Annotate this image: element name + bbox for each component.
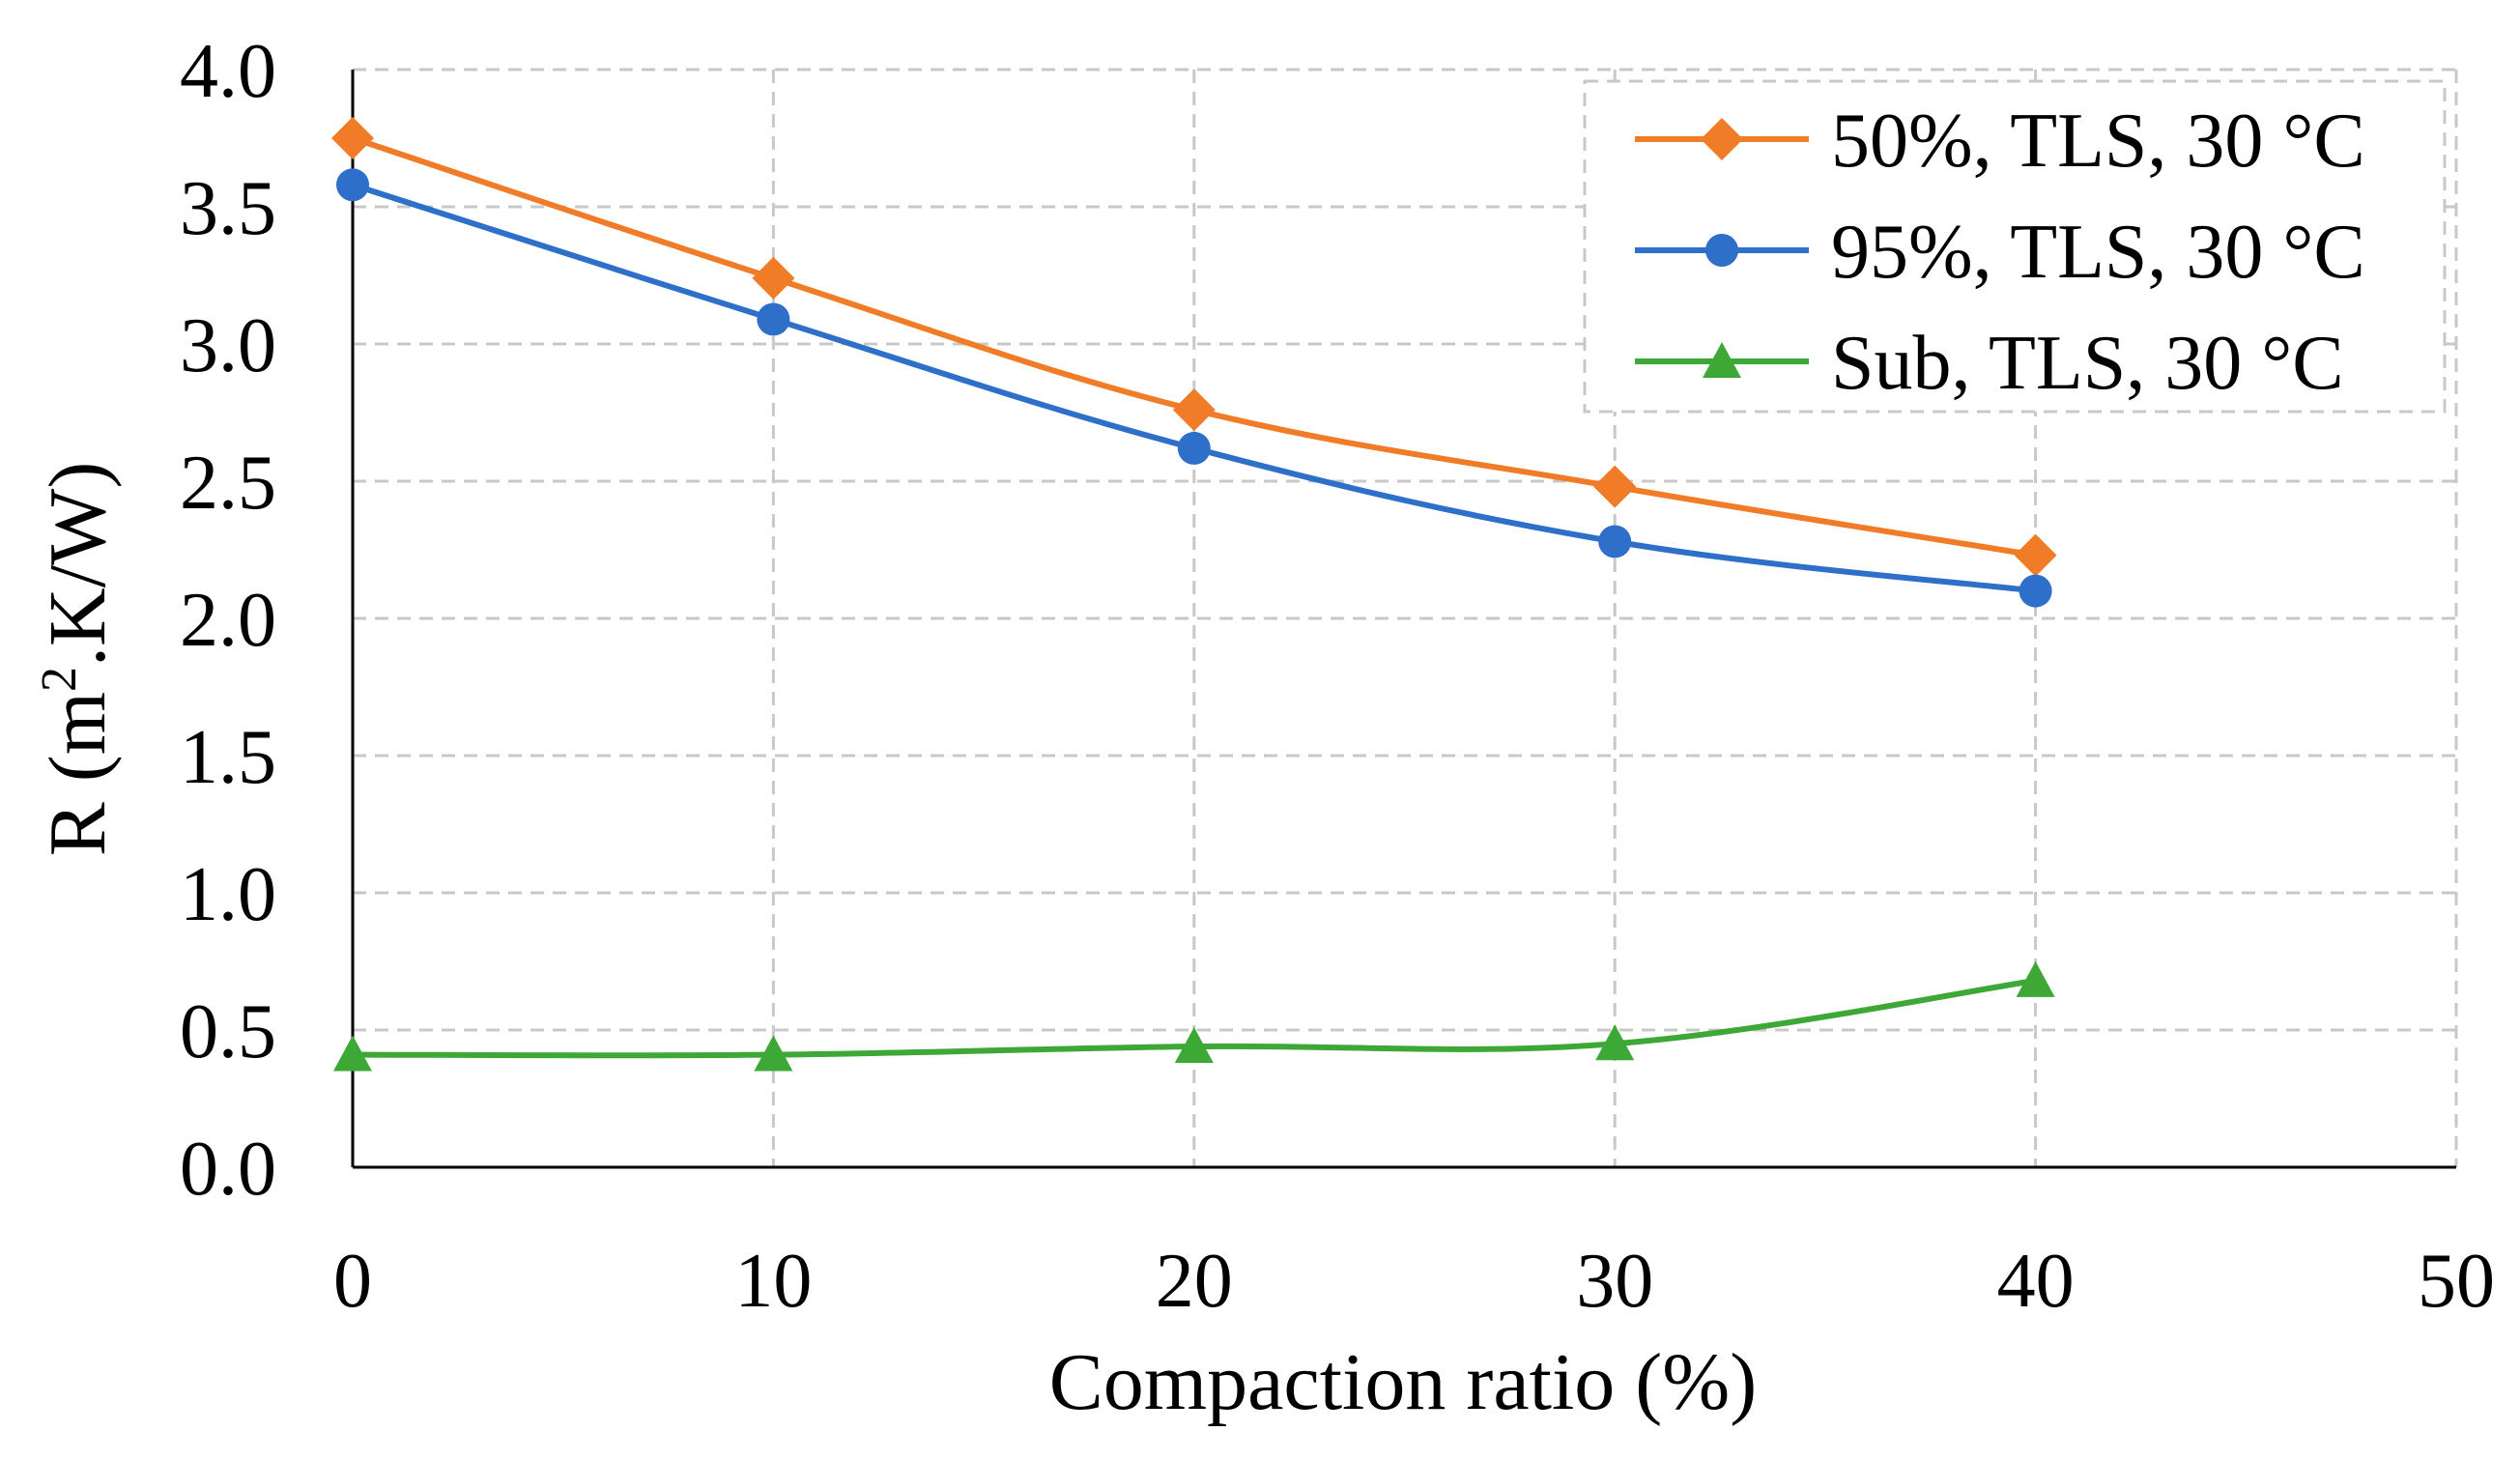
y-tick-label-5: 2.5	[180, 441, 276, 526]
y-tick-label-4: 2.0	[180, 578, 276, 663]
x-tick-label-2: 20	[1156, 1239, 1233, 1324]
series-2	[333, 960, 2055, 1072]
x-tick-label-0: 0	[333, 1239, 372, 1324]
legend-label-0: 50%, TLS, 30 °C	[1831, 99, 2365, 184]
x-axis-title: Compaction ratio (%)	[1049, 1337, 1757, 1427]
series-0-point-1	[752, 256, 795, 300]
legend-swatch-marker-0	[1701, 118, 1743, 160]
legend: 50%, TLS, 30 °C 95%, TLS, 30 °C Sub, TLS, …	[1583, 79, 2447, 414]
legend-swatch-marker-2	[1703, 342, 1741, 378]
axes	[351, 70, 2456, 1169]
legend-item-1: 95%, TLS, 30 °C	[1635, 210, 2365, 295]
series-1-point-2	[1177, 431, 1211, 465]
y-tick-label-7: 3.5	[180, 166, 276, 251]
y-tick-label-2: 1.0	[180, 852, 276, 937]
series-2-point-0	[333, 1035, 372, 1072]
series-2-point-3	[1595, 1024, 1635, 1061]
y-axis-title-rest: .K/W)	[33, 462, 123, 667]
x-tick-label-3: 30	[1576, 1239, 1653, 1324]
x-tick-label-5: 50	[2418, 1239, 2495, 1324]
legend-item-2: Sub, TLS, 30 °C	[1635, 321, 2344, 406]
series-1-point-1	[757, 302, 790, 336]
series-1	[336, 168, 2052, 608]
series-2-point-2	[1174, 1027, 1214, 1064]
series-0-point-2	[1172, 388, 1216, 432]
legend-label-1: 95%, TLS, 30 °C	[1831, 210, 2365, 295]
series	[331, 117, 2057, 1072]
x-tick-label-1: 10	[734, 1239, 812, 1324]
series-0-point-4	[2014, 533, 2057, 577]
series-2-point-1	[754, 1035, 793, 1072]
tick-labels: 0.0 0.5 1.0 1.5 2.0 2.5 3.0 3.5 4.0 0 10 20 30 40 50	[180, 29, 2495, 1324]
series-0-point-3	[1593, 465, 1637, 508]
series-1-point-4	[2019, 574, 2052, 608]
series-2-point-4	[2016, 960, 2055, 997]
y-tick-label-0: 0.0	[180, 1127, 276, 1212]
series-1-point-3	[1598, 525, 1632, 558]
legend-swatch-marker-1	[1705, 234, 1738, 267]
y-tick-label-8: 4.0	[180, 29, 276, 114]
y-tick-label-3: 1.5	[180, 715, 276, 800]
y-axis-title-sup: 2	[32, 667, 87, 692]
y-axis-title-main: R (m	[33, 692, 123, 856]
series-0	[331, 117, 2057, 577]
y-tick-label-6: 3.0	[180, 303, 276, 388]
x-tick-label-4: 40	[1997, 1239, 2075, 1324]
y-axis-title: R (m2.K/W)	[32, 462, 123, 857]
legend-item-0: 50%, TLS, 30 °C	[1635, 99, 2365, 184]
series-1-point-0	[336, 168, 369, 202]
series-0-point-0	[331, 117, 374, 159]
y-tick-label-1: 0.5	[180, 989, 276, 1074]
legend-label-2: Sub, TLS, 30 °C	[1831, 321, 2344, 406]
